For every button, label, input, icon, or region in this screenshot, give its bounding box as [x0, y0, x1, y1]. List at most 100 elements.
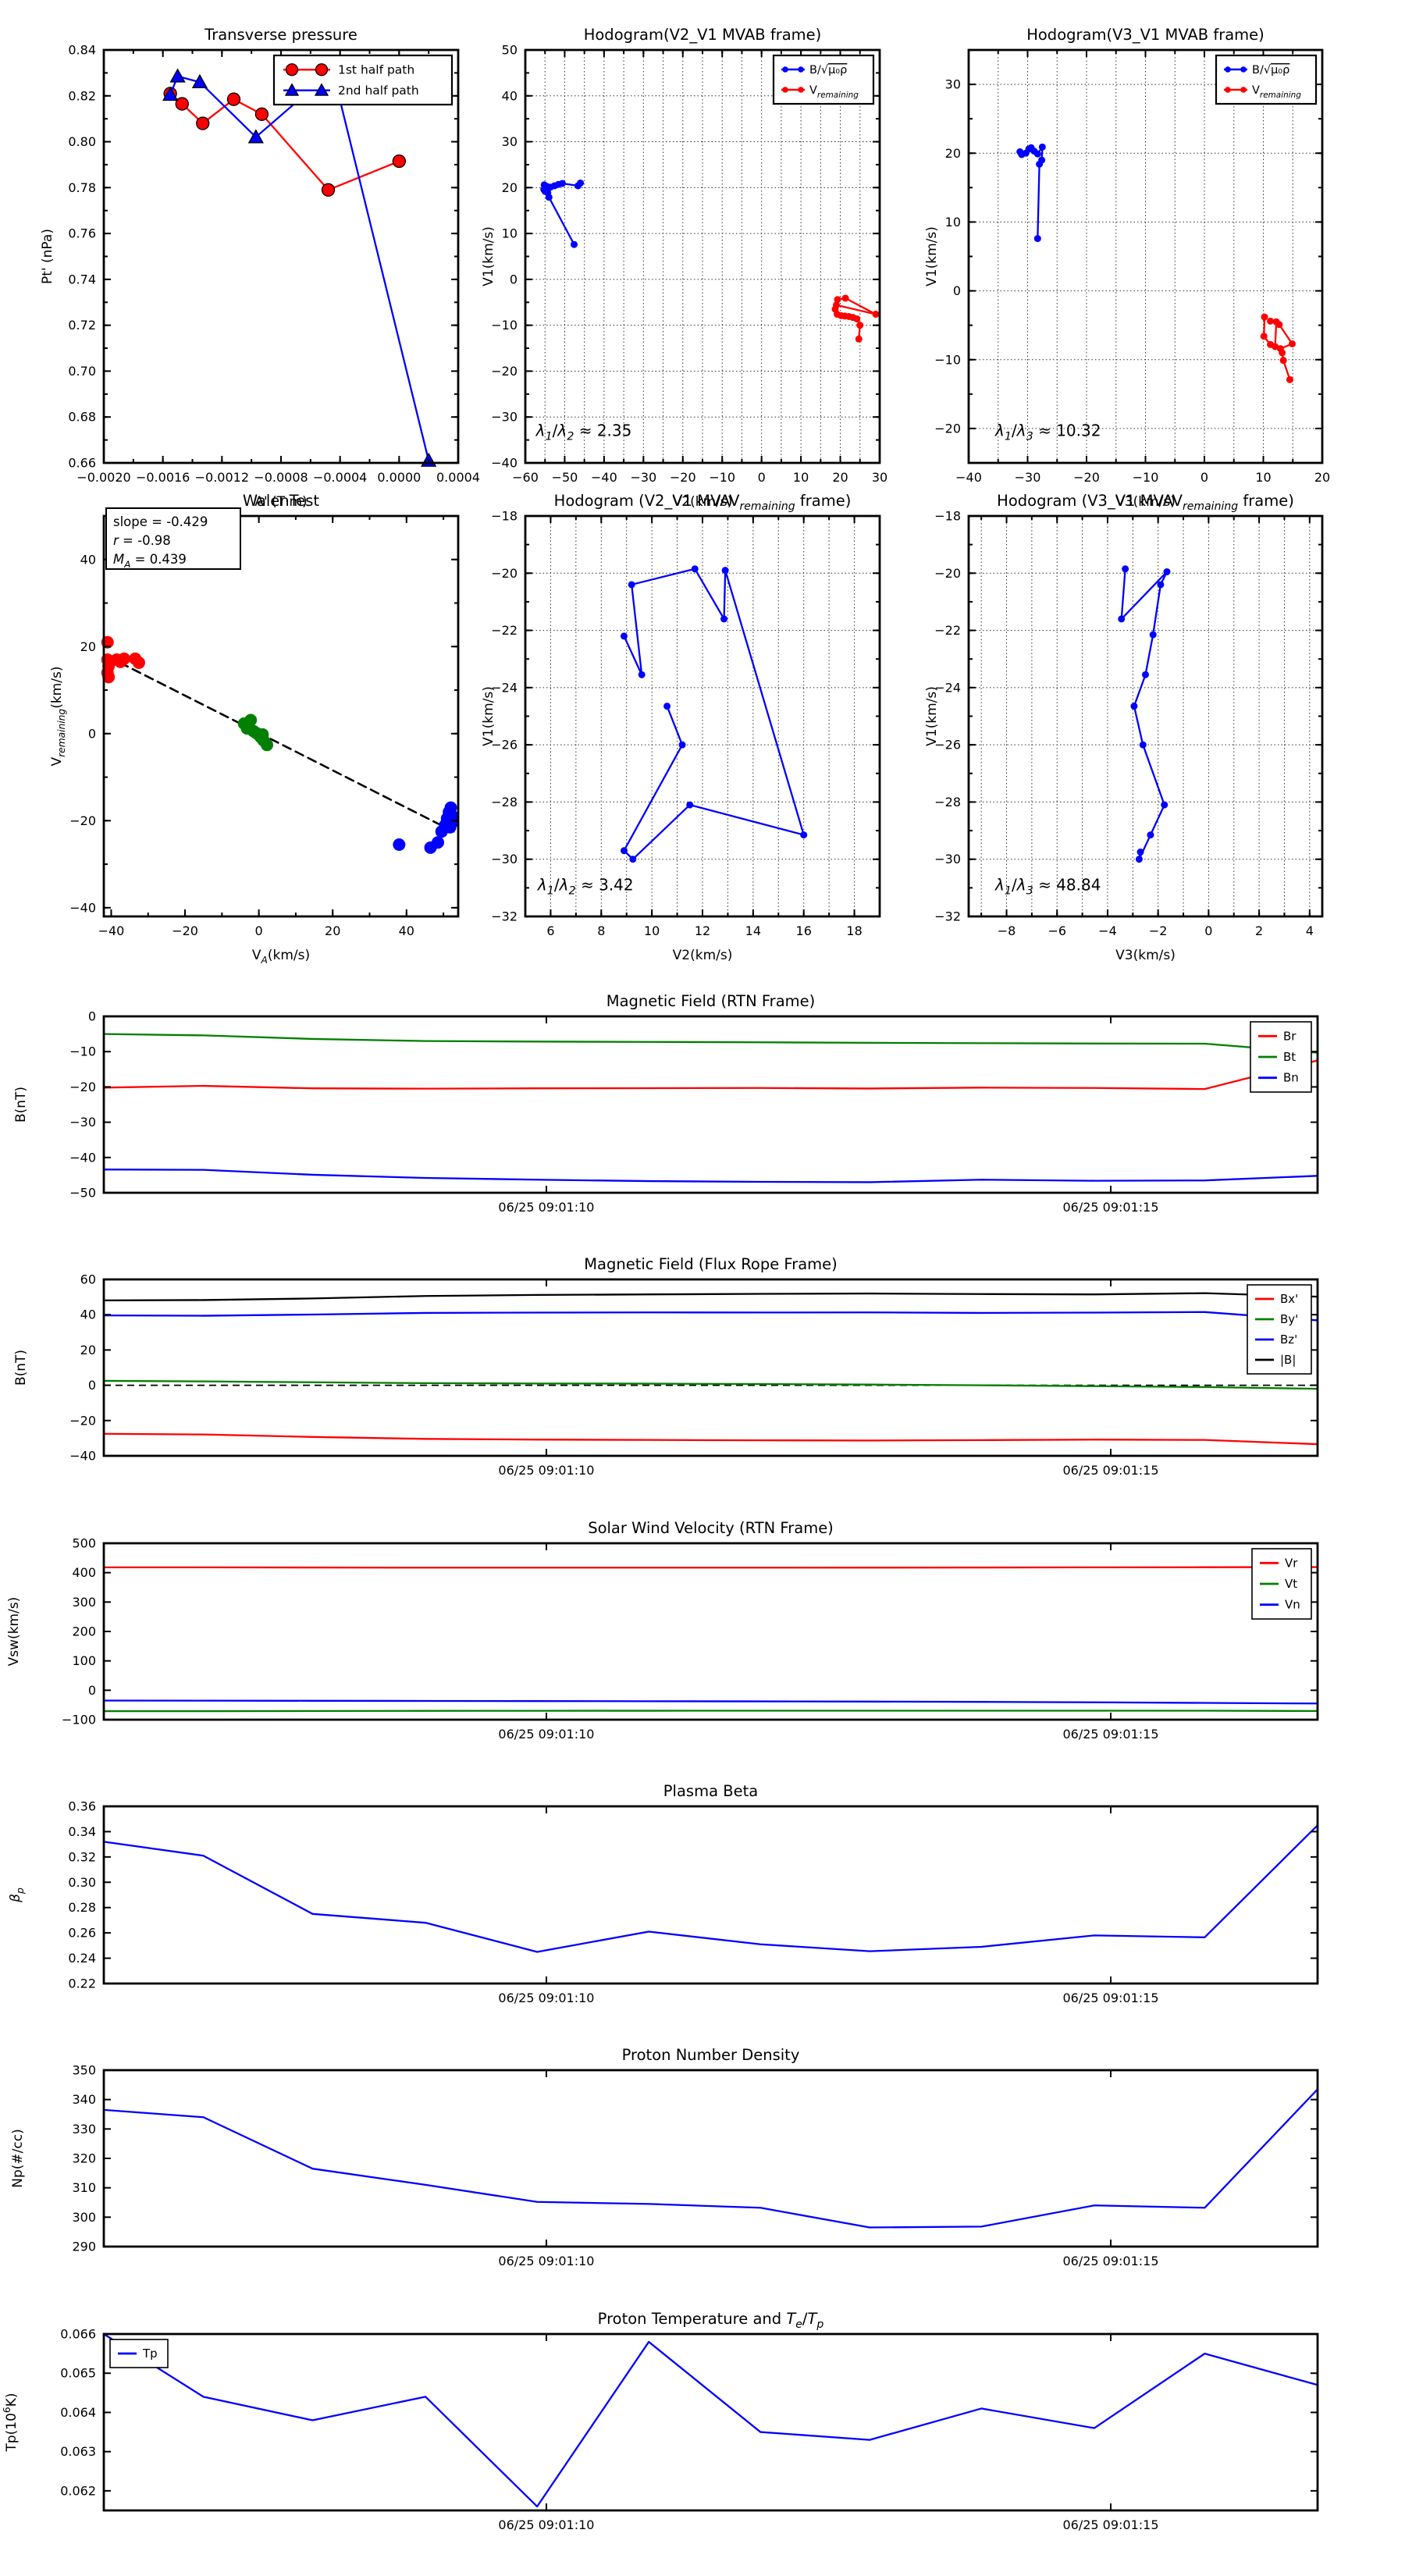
y-tick-label: −26	[934, 738, 961, 753]
y-tick-label: 0.36	[68, 1799, 96, 1814]
y-tick-label: 0.26	[68, 1926, 96, 1941]
ticks	[969, 515, 1322, 917]
chart-title: Hodogram(V3_V1 MVAB frame)	[1026, 26, 1264, 44]
circle-marker-icon	[800, 831, 808, 839]
series-1st-half-path	[169, 92, 400, 191]
y-tick-label: 0.062	[60, 2483, 96, 2498]
circle-marker-icon	[226, 92, 241, 106]
y-tick-label: −40	[69, 1449, 96, 1464]
x-axis-label: V3(km/s)	[1115, 494, 1176, 510]
y-axis-label: Vsw(km/s)	[6, 1597, 22, 1667]
y-tick-label: 30	[502, 134, 518, 149]
y-tick-label: −28	[934, 795, 961, 809]
x-tick-label: 06/25 09:01:15	[1062, 1200, 1158, 1215]
y-tick-label: −40	[69, 900, 96, 915]
x-tick-label: 0.0004	[436, 470, 480, 485]
circle-marker-icon	[1240, 66, 1247, 73]
x-tick-label: −40	[955, 470, 982, 485]
legend-label: B/√μ₀ρ	[809, 64, 847, 76]
x-tick-label: 06/25 09:01:10	[498, 2517, 594, 2532]
circle-marker-icon	[393, 838, 406, 851]
chart-title: Hodogram(V2_V1 MVAB frame)	[584, 26, 822, 44]
circle-marker-icon	[1288, 340, 1296, 347]
x-tick-label: −40	[98, 923, 125, 938]
legend: 1st half path 2nd half path	[272, 54, 454, 106]
circle-marker-icon	[834, 296, 841, 304]
circle-marker-icon	[1122, 565, 1129, 573]
y-axis-label: Tp(106K)	[2, 2393, 20, 2452]
series-markers-v-remaining	[1260, 313, 1296, 383]
series-markers-second-half	[393, 801, 459, 854]
y-tick-label: −100	[62, 1713, 96, 1727]
circle-marker-icon	[196, 116, 210, 130]
x-tick-label: 06/25 09:01:15	[1062, 1463, 1158, 1478]
ticks	[104, 1542, 1318, 1720]
x-tick-label: 0	[255, 923, 263, 938]
y-tick-label: 0.32	[68, 1849, 96, 1864]
y-tick-label: 300	[72, 1595, 96, 1610]
y-tick-label: 0.065	[60, 2366, 96, 2381]
circle-marker-icon	[1118, 615, 1126, 623]
legend-label: Br	[1283, 1029, 1297, 1043]
circle-marker-icon	[855, 335, 863, 343]
x-tick-label: −0.0020	[76, 470, 130, 485]
y-tick-label: 0.74	[68, 272, 96, 286]
circle-marker-icon	[431, 836, 444, 849]
circle-marker-icon	[1286, 375, 1293, 383]
circle-marker-icon	[1261, 313, 1268, 321]
circle-marker-icon	[798, 87, 804, 93]
x-axis-label: V3(km/s)	[1115, 948, 1176, 963]
x-tick-label: −20	[670, 470, 696, 485]
x-tick-label: −8	[998, 923, 1016, 938]
axes-frame	[102, 2332, 1319, 2512]
y-tick-label: 0.34	[68, 1824, 96, 1839]
legend: B/√μ₀ρ Vremaining	[1215, 54, 1318, 105]
axes-frame	[102, 1542, 1319, 1721]
legend: B/√μ₀ρ Vremaining	[772, 54, 875, 105]
legend: Tp	[109, 2339, 169, 2368]
legend-label: Bz'	[1280, 1332, 1297, 1347]
y-tick-label: −50	[69, 1186, 96, 1201]
circle-marker-icon	[1130, 703, 1138, 710]
y-tick-label: −24	[491, 680, 518, 695]
y-tick-label: −10	[934, 352, 961, 367]
y-axis-label: V1(km/s)	[481, 226, 496, 286]
y-tick-label: −20	[69, 1080, 96, 1094]
chart-title: Plasma Beta	[663, 1782, 758, 1800]
chart-title: Hodogram (V3_V1 MVAVremaining frame)	[997, 492, 1294, 513]
y-tick-label: 0	[953, 283, 961, 298]
circle-marker-icon	[720, 615, 728, 623]
grid	[969, 50, 1322, 463]
y-axis-label: B(nT)	[13, 1350, 29, 1386]
chart-title: Solar Wind Velocity (RTN Frame)	[588, 1519, 834, 1537]
axes-frame	[102, 1015, 1319, 1194]
y-tick-label: −26	[491, 738, 518, 753]
triangle-marker-icon	[169, 68, 186, 83]
x-tick-label: 10	[1255, 470, 1271, 485]
ticks	[104, 1279, 1318, 1457]
eigenvalue-ratio-annotation: λ1/λ3 ≈ 10.32	[994, 422, 1101, 443]
circle-marker-icon	[620, 632, 628, 640]
y-tick-label: −32	[491, 909, 518, 924]
circle-marker-icon	[686, 801, 694, 809]
circle-marker-icon	[721, 567, 729, 575]
circle-marker-icon	[118, 652, 131, 665]
circle-marker-icon	[574, 182, 582, 190]
circle-marker-icon	[1279, 349, 1286, 357]
y-tick-label: 0.78	[68, 180, 96, 195]
ticks	[968, 49, 1323, 464]
y-tick-label: −10	[69, 1044, 96, 1059]
y-tick-label: 500	[72, 1536, 96, 1551]
y-tick-label: 20	[502, 180, 518, 195]
legend: Br Bt Bn	[1250, 1021, 1312, 1093]
triangle-marker-icon	[162, 86, 179, 101]
y-tick-label: −20	[491, 566, 518, 581]
y-axis-label: Vremaining(km/s)	[49, 667, 67, 767]
y-tick-label: −18	[934, 509, 961, 524]
chart-proton-temp: 06/25 09:01:10 06/25 09:01:15 0.062 0.063 0.…	[2, 2310, 1319, 2532]
y-axis-label: V1(km/s)	[924, 686, 940, 746]
y-tick-label: −20	[491, 364, 518, 379]
legend-label: B/√μ₀ρ	[1252, 64, 1289, 76]
